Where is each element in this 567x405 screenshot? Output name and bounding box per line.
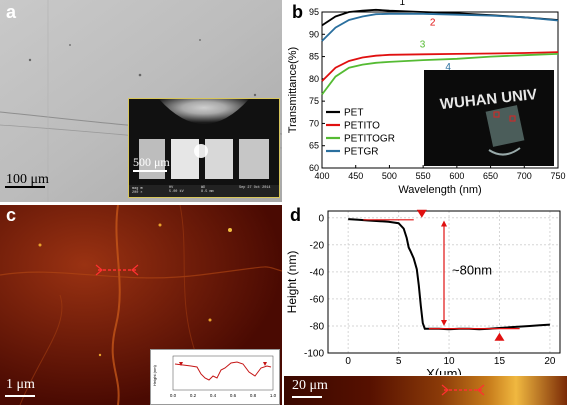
y-tick-label: -40 [310, 267, 325, 278]
panel-d: d 0 5 10 15 20 0 -20 -40 -60 -80 -100 X(μm) Height (… [284, 205, 567, 405]
scale-bar-label: 100 μm [6, 172, 49, 187]
strip-scale-bar-line [292, 396, 322, 398]
y-tick-label: 95 [309, 7, 319, 17]
x-tick-label: 450 [348, 171, 363, 181]
inset-x-ticks: 0.0 0.2 0.4 0.6 0.8 1.0 [170, 393, 277, 398]
legend-label: PETITOGR [344, 134, 395, 145]
x-tick-label: 500 [382, 171, 397, 181]
strip-scale-bar-label: 20 μm [292, 378, 328, 393]
inset-x-tick-label: 0.4 [210, 393, 217, 398]
sem-meta-date: Sep 27 Oct 2014 [239, 186, 271, 190]
inset-x-tick-label: 0.6 [230, 393, 237, 398]
afm-strip: 20 μm [284, 376, 567, 405]
series-line-petito [321, 51, 559, 82]
y-tick-label: 80 [309, 74, 319, 84]
x-tick-label: 0 [345, 356, 351, 367]
sem-meta-hv: HV 5.00 kV [169, 186, 184, 194]
sem-scale-bar-line [133, 170, 167, 172]
panel-d-label: d [290, 205, 301, 225]
photo-marker [493, 111, 500, 118]
curve-label-2: 2 [430, 17, 436, 28]
x-tick-label: 650 [483, 171, 498, 181]
series-line-petitogr [321, 53, 559, 96]
sem-scale-bar-label: 500 μm [133, 155, 170, 169]
x-axis-label: Wavelength (nm) [398, 184, 481, 196]
x-tick-label: 550 [416, 171, 431, 181]
panel-c: c 1 μm Height (nm) 0.0 0.2 0.4 0.6 0.8 1.0 [0, 205, 282, 405]
series-line-petgr [321, 12, 559, 42]
afm-scale-bar-line [5, 395, 35, 397]
sem-meta-wd: WD 8.5 mm [201, 186, 214, 194]
y-tick-label: 90 [309, 29, 319, 39]
y-tick-label: 60 [309, 163, 319, 173]
panel-a: a 100 μm 500 μm mag ⊞ 200 × HV 5.00 kV [0, 0, 282, 202]
strip-marker [441, 384, 485, 396]
x-tick-label: 15 [494, 356, 506, 367]
y-tick-label: 0 [318, 213, 324, 224]
legend-label: PETITO [344, 121, 380, 132]
top-marker [416, 209, 427, 218]
sem-inset: 500 μm mag ⊞ 200 × HV 5.00 kV WD 8.5 mm … [128, 98, 280, 198]
sem-meta-mag: mag ⊞ 200 × [132, 187, 143, 195]
inset-x-tick-label: 1.0 [270, 393, 277, 398]
curve-label-1: 1 [400, 0, 406, 8]
legend-label: PETGR [344, 147, 378, 158]
scale-bar-line [5, 186, 45, 188]
legend-label: PET [344, 108, 363, 119]
inset-x-tick-label: 0.8 [250, 393, 257, 398]
photo-tweezer [488, 147, 521, 156]
x-tick-label: 5 [396, 356, 402, 367]
sem-meta-bar: mag ⊞ 200 × HV 5.00 kV WD 8.5 mm Sep 27 … [129, 185, 279, 197]
x-tick-label: 10 [443, 356, 455, 367]
x-axis-label: X(μm) [426, 366, 462, 375]
afm-profile-chart: Height (nm) 0.0 0.2 0.4 0.6 0.8 1.0 [152, 355, 277, 398]
y-tick-label: 65 [309, 141, 319, 151]
inset-ylabel: Height (nm) [152, 364, 157, 386]
x-tick-label: 600 [449, 171, 464, 181]
curve-label-3: 3 [420, 40, 426, 51]
height-profile-line [348, 218, 550, 331]
y-axis-label: Height (nm) [285, 251, 299, 314]
y-tick-label: 85 [309, 52, 319, 62]
y-axis-label: Transmittance(%) [287, 47, 299, 133]
y-tick-label: 75 [309, 96, 319, 106]
y-tick-label: -100 [304, 349, 324, 360]
depth-arrow-head-bottom [441, 319, 447, 326]
y-tick-label: -60 [310, 294, 325, 305]
wuhan-photo-inset: WUHAN UNIV [424, 70, 554, 166]
bottom-marker [494, 332, 505, 341]
plot-frame [327, 210, 561, 354]
panel-b-label: b [292, 2, 303, 22]
x-tick-label: 20 [544, 356, 556, 367]
x-tick-label: 750 [550, 171, 565, 181]
depth-annotation: ~80nm [452, 263, 492, 278]
sem-inset-image [129, 99, 279, 185]
afm-scale-bar-label: 1 μm [6, 377, 35, 392]
transmittance-chart: 400 450 500 550 600 650 700 750 60 65 70 75 80 85 90 95… [287, 0, 566, 196]
photo-marker [509, 115, 516, 122]
curve-label-4: 4 [445, 62, 451, 73]
inset-x-tick-label: 0.0 [170, 393, 177, 398]
depth-arrow-head-top [441, 220, 447, 227]
inset-x-tick-label: 0.2 [190, 393, 197, 398]
x-tick-label: 400 [314, 171, 329, 181]
y-tick-label: -80 [310, 321, 325, 332]
panel-c-label: c [6, 205, 17, 225]
afm-profile-inset: Height (nm) 0.0 0.2 0.4 0.6 0.8 1.0 [150, 349, 280, 405]
panel-b: b 400 450 500 550 600 650 700 750 60 65 70 75 80 85 90… [284, 0, 567, 202]
panel-a-label: a [6, 2, 17, 22]
height-profile-chart: 0 5 10 15 20 0 -20 -40 -60 -80 -100 X(μm) Height (nm… [285, 209, 561, 375]
x-tick-label: 700 [517, 171, 532, 181]
y-tick-label: -20 [310, 240, 325, 251]
y-tick-label: 70 [309, 118, 319, 128]
